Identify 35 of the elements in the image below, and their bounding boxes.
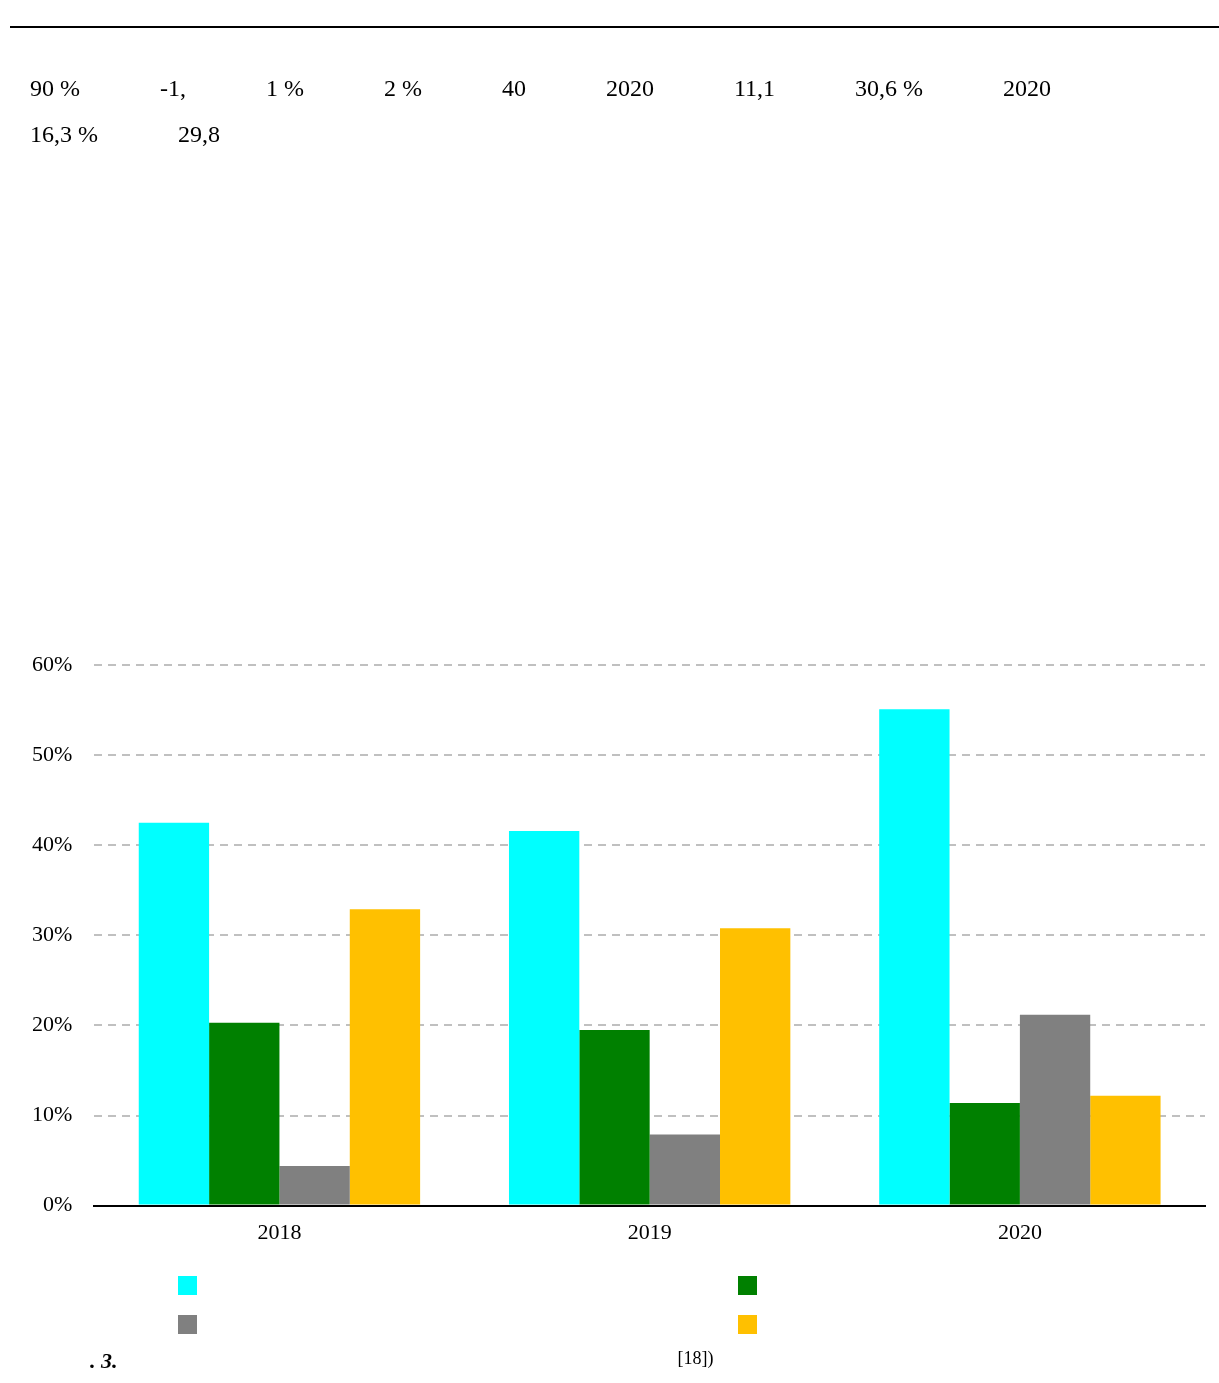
text: 2020 (1003, 74, 1052, 103)
bar (279, 1165, 350, 1205)
bar (1019, 1014, 1091, 1205)
text: 30,6 % (855, 74, 924, 103)
bar (349, 909, 421, 1205)
bar (138, 822, 210, 1205)
y-tick-label: 50% (32, 741, 73, 767)
text: [18]) (677, 1348, 714, 1370)
text: 40 (502, 74, 526, 103)
y-tick-label: 30% (32, 921, 73, 947)
y-tick-label: 10% (32, 1101, 73, 1127)
y-tick-label: 60% (32, 650, 73, 676)
y-tick-label: 20% (32, 1011, 73, 1037)
y-tick-label: 40% (32, 831, 73, 857)
text: 11,1 (734, 74, 776, 103)
y-tick-label: 0% (43, 1191, 73, 1217)
bar (879, 709, 950, 1205)
text: 2 % (384, 74, 422, 103)
x-tick-label: 2019 (627, 1218, 672, 1244)
bar (508, 830, 580, 1205)
text: . 3. (90, 1348, 118, 1374)
text: 90 % (30, 74, 80, 103)
text: 2020 (606, 74, 654, 103)
x-tick-label: 2020 (997, 1218, 1042, 1244)
text: 29,8 (178, 120, 220, 149)
bar (579, 1029, 650, 1205)
bar (949, 1102, 1020, 1205)
text: -1, (160, 74, 186, 103)
bar (1090, 1095, 1161, 1205)
bar (209, 1022, 280, 1205)
bar (649, 1134, 721, 1205)
text: 16,3 % (30, 120, 98, 149)
text: 1 % (266, 74, 304, 103)
x-tick-label: 2018 (257, 1218, 302, 1244)
bar (720, 928, 791, 1205)
